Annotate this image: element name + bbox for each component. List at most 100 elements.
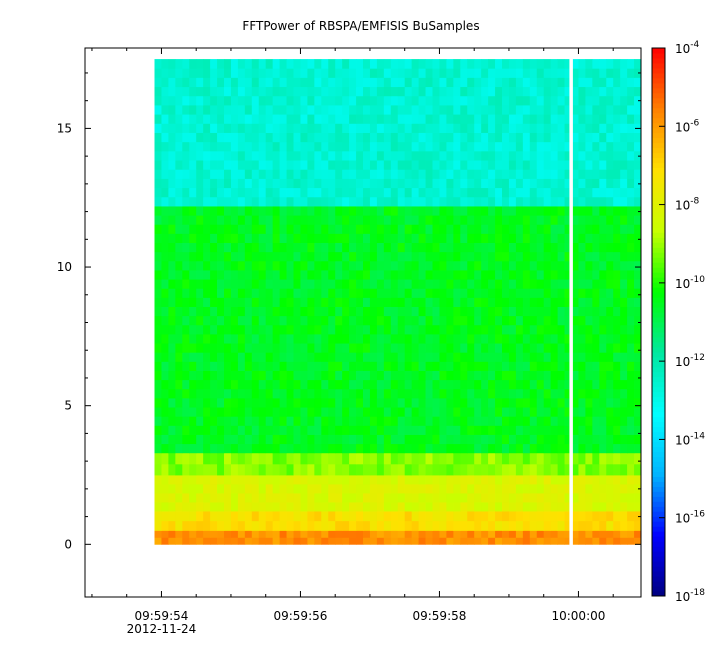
heatmap-cell bbox=[495, 334, 503, 344]
heatmap-cell bbox=[175, 475, 183, 485]
heatmap-cell bbox=[258, 502, 267, 512]
heatmap-cell bbox=[230, 306, 239, 317]
heatmap-cell bbox=[328, 224, 336, 234]
heatmap-cell bbox=[522, 511, 531, 522]
heatmap-cell bbox=[251, 520, 260, 531]
heatmap-cell bbox=[474, 77, 482, 88]
heatmap-cell bbox=[529, 233, 538, 243]
heatmap-cell bbox=[342, 416, 350, 426]
heatmap-cell bbox=[203, 493, 211, 503]
heatmap-cell bbox=[536, 150, 545, 161]
heatmap-cell bbox=[620, 114, 628, 124]
heatmap-cell bbox=[251, 352, 260, 362]
heatmap-cell bbox=[481, 530, 489, 538]
heatmap-cell bbox=[522, 407, 531, 417]
heatmap-cell bbox=[175, 297, 183, 307]
heatmap-cell bbox=[411, 297, 419, 307]
heatmap-cell bbox=[224, 407, 232, 417]
heatmap-cell bbox=[627, 324, 635, 335]
heatmap-cell bbox=[369, 206, 378, 216]
heatmap-cell bbox=[522, 334, 531, 344]
heatmap-cell bbox=[203, 397, 211, 408]
heatmap-cell bbox=[418, 443, 426, 454]
heatmap-cell bbox=[606, 397, 614, 408]
heatmap-cell bbox=[627, 452, 635, 465]
heatmap-cell bbox=[418, 169, 426, 179]
heatmap-cell bbox=[328, 397, 336, 408]
heatmap-cell bbox=[196, 150, 204, 161]
heatmap-cell bbox=[328, 215, 336, 225]
heatmap-cell bbox=[224, 511, 232, 522]
heatmap-cell bbox=[175, 242, 183, 253]
heatmap-cell bbox=[321, 537, 329, 545]
heatmap-cell bbox=[634, 196, 642, 207]
heatmap-cell bbox=[286, 288, 294, 298]
heatmap-cell bbox=[210, 520, 218, 531]
heatmap-cell bbox=[397, 251, 406, 262]
heatmap-cell bbox=[564, 215, 572, 225]
heatmap-cell bbox=[585, 502, 593, 512]
heatmap-cell bbox=[425, 315, 433, 326]
heatmap-cell bbox=[432, 141, 440, 152]
heatmap-cell bbox=[383, 407, 392, 417]
heatmap-cell bbox=[369, 452, 378, 465]
heatmap-cell bbox=[488, 270, 496, 280]
heatmap-cell bbox=[522, 416, 531, 426]
heatmap-cell bbox=[189, 370, 197, 381]
heatmap-cell bbox=[314, 86, 322, 97]
heatmap-cell bbox=[168, 59, 176, 69]
heatmap-cell bbox=[557, 452, 565, 465]
heatmap-cell bbox=[314, 59, 322, 69]
heatmap-cell bbox=[244, 233, 253, 243]
heatmap-cell bbox=[328, 206, 336, 216]
heatmap-cell bbox=[356, 251, 364, 262]
heatmap-cell bbox=[217, 169, 225, 179]
heatmap-cell bbox=[349, 86, 357, 97]
heatmap-cell bbox=[557, 463, 565, 476]
heatmap-cell bbox=[564, 306, 572, 317]
heatmap-cell bbox=[349, 114, 357, 124]
heatmap-cell bbox=[571, 343, 579, 353]
heatmap-cell bbox=[314, 68, 322, 78]
heatmap-cell bbox=[474, 475, 482, 485]
heatmap-cell bbox=[564, 343, 572, 353]
heatmap-cell bbox=[335, 416, 343, 426]
heatmap-cell bbox=[467, 416, 475, 426]
heatmap-cell bbox=[279, 187, 287, 198]
heatmap-cell bbox=[543, 86, 552, 97]
heatmap-cell bbox=[529, 324, 538, 335]
heatmap-cell bbox=[529, 297, 538, 307]
heatmap-cell bbox=[578, 416, 586, 426]
heatmap-cell bbox=[356, 484, 364, 494]
heatmap-cell bbox=[244, 407, 253, 417]
heatmap-cell bbox=[154, 520, 162, 531]
heatmap-cell bbox=[321, 334, 329, 344]
heatmap-cell bbox=[634, 443, 642, 454]
heatmap-cell bbox=[376, 425, 385, 435]
heatmap-cell bbox=[474, 215, 482, 225]
heatmap-cell bbox=[592, 334, 600, 344]
heatmap-cell bbox=[237, 68, 246, 78]
heatmap-cell bbox=[606, 352, 614, 362]
y-tick-label: 0 bbox=[64, 537, 72, 551]
heatmap-cell bbox=[453, 434, 461, 445]
heatmap-cell bbox=[349, 206, 357, 216]
heatmap-cell bbox=[488, 68, 496, 78]
heatmap-cell bbox=[620, 169, 628, 179]
heatmap-cell bbox=[217, 105, 225, 115]
heatmap-cell bbox=[182, 215, 190, 225]
heatmap-cell bbox=[258, 343, 267, 353]
heatmap-cell bbox=[300, 215, 308, 225]
chart-title: FFTPower of RBSPA/EMFISIS BuSamples bbox=[242, 19, 479, 33]
heatmap-cell bbox=[210, 370, 218, 381]
heatmap-cell bbox=[224, 95, 232, 106]
heatmap-cell bbox=[418, 242, 426, 253]
heatmap-cell bbox=[585, 315, 593, 326]
heatmap-cell bbox=[335, 169, 343, 179]
heatmap-cell bbox=[293, 520, 301, 531]
heatmap-cell bbox=[474, 361, 482, 371]
heatmap-cell bbox=[613, 123, 621, 133]
colorbar-segment bbox=[652, 227, 665, 233]
heatmap-cell bbox=[258, 279, 267, 289]
heatmap-cell bbox=[258, 59, 267, 69]
